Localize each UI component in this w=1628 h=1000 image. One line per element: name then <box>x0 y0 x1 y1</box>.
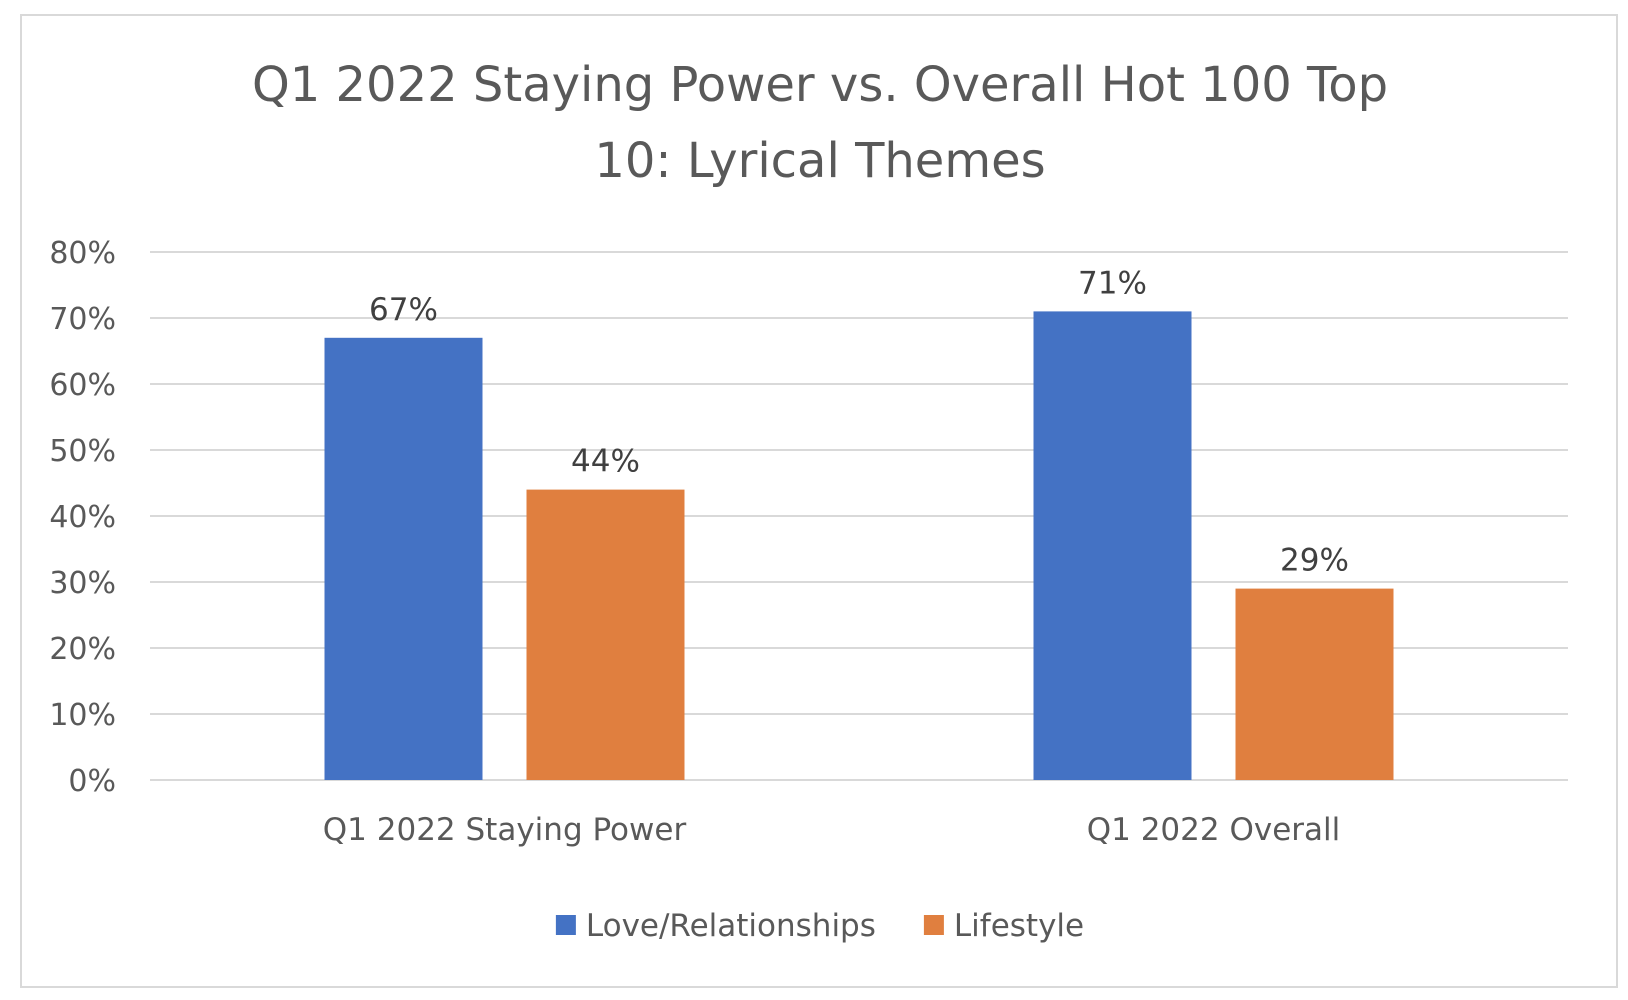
x-axis-category-labels: Q1 2022 Staying Power Q1 2022 Overall <box>323 812 1340 848</box>
legend-swatch-1 <box>555 915 576 935</box>
bar-2-2 <box>1235 588 1394 780</box>
bar-1-2 <box>526 489 685 780</box>
y-tick-label-50: 50% <box>49 434 116 469</box>
legend: Love/Relationships Lifestyle <box>555 908 1084 944</box>
data-labels: 67% 44% 71% 29% <box>369 265 1349 578</box>
legend-item-1: Love/Relationships <box>555 908 876 944</box>
legend-label-2: Lifestyle <box>954 908 1084 944</box>
category-label-2: Q1 2022 Overall <box>1087 812 1341 848</box>
chart-title: Q1 2022 Staying Power vs. Overall Hot 10… <box>252 57 1388 189</box>
chart-title-line-2: 10: Lyrical Themes <box>594 133 1045 189</box>
y-tick-label-30: 30% <box>49 566 116 601</box>
y-tick-label-0: 0% <box>68 764 116 799</box>
y-tick-label-10: 10% <box>49 698 116 733</box>
bar-2-1 <box>1033 311 1192 780</box>
y-axis-tick-labels: 0% 10% 20% 30% 40% 50% 60% 70% 80% <box>49 236 116 799</box>
chart-title-line-1: Q1 2022 Staying Power vs. Overall Hot 10… <box>252 57 1388 113</box>
bars <box>324 311 1394 780</box>
data-label-1-2: 44% <box>571 444 640 480</box>
bar-1-1 <box>324 337 483 780</box>
legend-label-1: Love/Relationships <box>586 908 876 944</box>
category-label-1: Q1 2022 Staying Power <box>323 812 687 848</box>
data-label-2-1: 71% <box>1078 265 1147 301</box>
legend-item-2: Lifestyle <box>923 908 1084 944</box>
y-tick-label-80: 80% <box>49 236 116 271</box>
legend-swatch-2 <box>923 915 944 935</box>
chart-frame <box>20 14 1618 988</box>
y-tick-label-70: 70% <box>49 302 116 337</box>
data-label-1-1: 67% <box>369 292 438 328</box>
y-tick-label-20: 20% <box>49 632 116 667</box>
y-tick-label-60: 60% <box>49 368 116 403</box>
y-tick-label-40: 40% <box>49 500 116 535</box>
data-label-2-2: 29% <box>1280 543 1349 579</box>
